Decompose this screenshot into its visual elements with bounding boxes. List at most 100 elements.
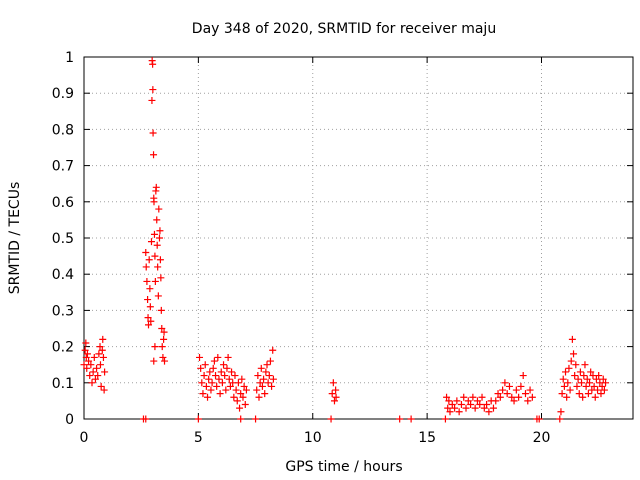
data-point	[91, 375, 99, 383]
data-point	[600, 386, 608, 394]
data-point	[207, 386, 215, 394]
data-point	[457, 401, 465, 409]
data-point	[464, 397, 472, 405]
data-point	[264, 379, 272, 387]
y-tick-label: 0.9	[52, 86, 74, 102]
data-point	[584, 390, 592, 398]
data-point	[157, 274, 165, 282]
data-point	[161, 357, 169, 365]
data-point	[444, 404, 452, 412]
data-point	[597, 390, 605, 398]
x-axis-label: GPS time / hours	[285, 459, 402, 475]
data-point	[212, 372, 220, 380]
y-axis-label: SRMTID / TECUs	[7, 182, 23, 295]
y-tick-label: 0.5	[52, 231, 74, 247]
data-point	[237, 390, 245, 398]
x-tick-label: 20	[533, 430, 551, 446]
data-point	[142, 248, 150, 256]
data-point	[263, 361, 271, 369]
data-point	[571, 372, 579, 380]
data-point	[515, 393, 523, 401]
data-point	[87, 361, 95, 369]
chart-title: Day 348 of 2020, SRMTID for receiver maj…	[192, 21, 496, 37]
data-point	[535, 415, 543, 423]
data-point	[85, 357, 93, 365]
data-point	[199, 390, 207, 398]
data-point	[143, 277, 151, 285]
data-point	[241, 401, 249, 409]
data-point	[595, 372, 603, 380]
data-point	[575, 390, 583, 398]
y-tick-label: 1	[65, 50, 74, 66]
data-point	[146, 303, 154, 311]
data-point	[237, 415, 245, 423]
data-point	[269, 375, 277, 383]
data-point	[564, 379, 572, 387]
data-point	[329, 379, 337, 387]
x-tick-label: 5	[194, 430, 203, 446]
data-point	[242, 386, 250, 394]
data-point	[230, 393, 238, 401]
data-point	[156, 256, 164, 264]
data-point	[261, 390, 269, 398]
data-point	[97, 382, 105, 390]
data-point	[144, 296, 152, 304]
y-tick-label: 0.1	[52, 376, 74, 392]
data-point	[478, 393, 486, 401]
data-point	[407, 415, 415, 423]
data-point	[586, 379, 594, 387]
data-points	[80, 57, 610, 423]
data-point	[581, 361, 589, 369]
data-point	[558, 390, 566, 398]
data-point	[83, 364, 91, 372]
data-point	[86, 372, 94, 380]
data-point	[328, 390, 336, 398]
data-point	[566, 386, 574, 394]
data-point	[524, 397, 532, 405]
data-point	[158, 343, 166, 351]
data-point	[332, 386, 340, 394]
data-point	[253, 386, 261, 394]
data-point	[213, 382, 221, 390]
y-tick-labels: 0 0.1 0.2 0.3 0.4 0.5 0.6 0.7 0.8 0.9 1	[52, 50, 74, 428]
data-point	[594, 386, 602, 394]
data-point	[565, 364, 573, 372]
data-point	[517, 382, 525, 390]
data-point	[460, 393, 468, 401]
data-point	[95, 350, 103, 358]
x-tick-label: 0	[80, 430, 89, 446]
data-point	[471, 404, 479, 412]
data-point	[81, 346, 89, 354]
data-point	[197, 364, 205, 372]
x-tick-label: 10	[304, 430, 322, 446]
data-point	[256, 379, 264, 387]
data-point	[557, 408, 565, 416]
data-point	[214, 353, 222, 361]
data-point	[142, 415, 150, 423]
data-point	[591, 393, 599, 401]
data-point	[489, 404, 497, 412]
data-point	[159, 353, 167, 361]
data-point	[494, 390, 502, 398]
data-point	[82, 339, 90, 347]
data-point	[560, 382, 568, 390]
data-point	[512, 386, 520, 394]
data-point	[153, 216, 161, 224]
data-point	[239, 393, 247, 401]
data-point	[155, 205, 163, 213]
data-point	[499, 386, 507, 394]
data-point	[446, 408, 454, 416]
data-point	[252, 415, 260, 423]
data-point	[485, 408, 493, 416]
data-point	[217, 368, 225, 376]
data-point	[150, 151, 158, 159]
data-point	[503, 390, 511, 398]
data-point	[142, 263, 150, 271]
data-point	[574, 375, 582, 383]
data-point	[476, 401, 484, 409]
data-point	[147, 317, 155, 325]
data-point	[228, 368, 236, 376]
data-point	[556, 415, 564, 423]
grid-lines	[84, 57, 633, 419]
data-point	[151, 252, 159, 260]
